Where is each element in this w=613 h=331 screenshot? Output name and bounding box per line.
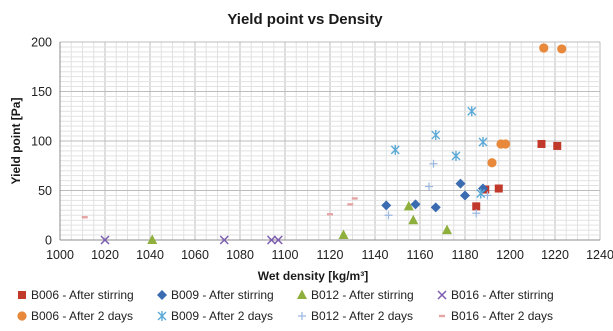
legend-label: B016 - After stirring (451, 288, 554, 302)
x-tick-label: 1060 (181, 248, 209, 262)
x-tick-label: 1220 (541, 248, 569, 262)
tick-labels: 1000 1020 1040 1060 1080 1100 1120 1140 1160 1180… (31, 36, 613, 263)
series-7 (81, 197, 358, 219)
legend-label: B016 - After 2 days (451, 309, 553, 323)
data-point (553, 141, 562, 150)
data-point (100, 235, 110, 245)
data-point (442, 224, 452, 235)
y-tick-label: 100 (31, 135, 52, 149)
y-tick-label: 50 (38, 184, 52, 198)
legend-label: B012 - After stirring (311, 288, 414, 302)
legend-label: B009 - After 2 days (171, 309, 273, 323)
data-point (430, 202, 441, 213)
data-point (460, 190, 470, 201)
data-point (273, 235, 283, 245)
data-point (266, 235, 277, 245)
data-point (472, 209, 481, 218)
x-tick-label: 1040 (136, 248, 164, 262)
legend-marker (437, 290, 447, 300)
series-2 (147, 200, 452, 244)
grid (59, 41, 601, 241)
data-point (478, 136, 488, 147)
series-4 (487, 43, 567, 168)
x-tick-label: 1240 (586, 248, 613, 262)
y-tick-label: 0 (45, 234, 52, 248)
x-tick-label: 1100 (272, 248, 299, 262)
data-point (219, 235, 229, 245)
data-point (147, 234, 158, 244)
data-point (537, 139, 546, 148)
data-point (381, 200, 392, 211)
series-3 (100, 235, 283, 245)
series-6 (384, 159, 492, 220)
legend-item: B012 - After stirring (297, 288, 414, 302)
data-point (81, 216, 88, 219)
data-point (425, 182, 433, 191)
x-tick-label: 1120 (317, 248, 344, 262)
y-axis-label: Yield point [Pa] (9, 98, 23, 185)
data-point (327, 213, 333, 216)
x-tick-label: 1200 (496, 248, 524, 262)
legend-marker (298, 312, 306, 320)
data-point (476, 188, 486, 199)
data-point (483, 191, 492, 200)
data-point (408, 214, 419, 225)
legend-label: B009 - After stirring (171, 288, 274, 302)
legend: B006 - After stirring B009 - After stirri… (17, 288, 554, 323)
legend-marker (157, 290, 167, 300)
data-point (390, 144, 400, 155)
data-point (487, 158, 497, 168)
series-5 (390, 106, 488, 199)
data-point (351, 197, 358, 200)
data-point (500, 139, 511, 149)
data-point (429, 159, 438, 168)
x-tick-label: 1000 (46, 248, 74, 262)
data-point (539, 43, 549, 53)
legend-marker (17, 311, 27, 321)
legend-marker (157, 311, 167, 321)
legend-item: B009 - After 2 days (157, 309, 273, 323)
data-points (81, 43, 567, 245)
data-point (467, 106, 477, 117)
data-point (455, 178, 466, 189)
data-point (338, 229, 349, 240)
legend-item: B012 - After 2 days (298, 309, 413, 323)
legend-item: B006 - After 2 days (17, 309, 133, 323)
x-tick-label: 1140 (362, 248, 389, 262)
data-point (403, 200, 414, 211)
chart-title: Yield point vs Density (227, 11, 383, 28)
legend-item: B009 - After stirring (157, 288, 274, 302)
data-point (494, 184, 503, 193)
legend-marker (439, 314, 445, 318)
legend-label: B006 - After 2 days (31, 309, 133, 323)
x-tick-label: 1080 (226, 248, 254, 262)
legend-marker (297, 289, 307, 299)
legend-marker (18, 291, 26, 299)
legend-label: B012 - After 2 days (311, 309, 413, 323)
legend-item: B016 - After stirring (437, 288, 554, 302)
x-tick-label: 1160 (407, 248, 434, 262)
data-point (384, 211, 393, 220)
data-point (557, 44, 567, 54)
legend-item: B006 - After stirring (18, 288, 134, 302)
series-1 (381, 178, 488, 213)
data-point (451, 150, 461, 161)
y-tick-label: 200 (31, 36, 52, 50)
data-point (410, 199, 421, 210)
data-point (431, 130, 441, 141)
legend-label: B006 - After stirring (31, 288, 134, 302)
y-tick-label: 150 (31, 85, 52, 99)
x-tick-label: 1180 (452, 248, 479, 262)
x-axis-label: Wet density [kg/m³] (258, 269, 368, 283)
data-point (472, 202, 481, 211)
data-point (347, 203, 354, 206)
legend-item: B016 - After 2 days (439, 309, 553, 323)
x-tick-label: 1020 (91, 248, 119, 262)
